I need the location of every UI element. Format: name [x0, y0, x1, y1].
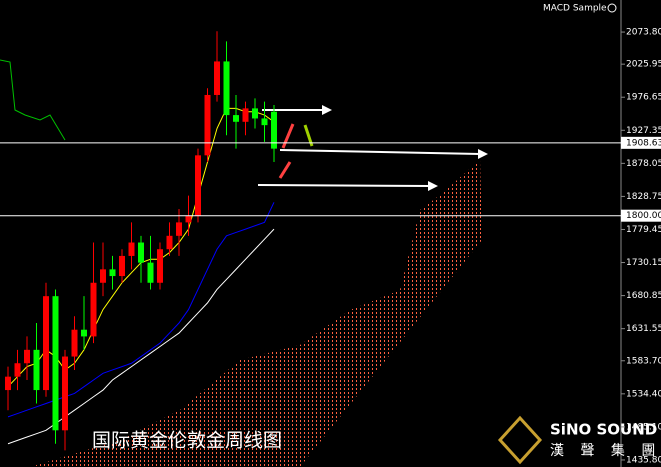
- cloud: [30, 160, 482, 467]
- candle-body: [71, 329, 78, 357]
- candle-body: [185, 215, 192, 223]
- candle-body: [195, 155, 201, 216]
- y-tick-label: 1534.40: [626, 389, 661, 399]
- y-tick-label: 1485.10: [626, 422, 661, 432]
- arrows: [257, 105, 488, 191]
- y-tick-label: 1680.85: [626, 291, 661, 301]
- y-tick-label: 1583.70: [626, 356, 661, 366]
- candle-body: [128, 242, 135, 256]
- y-tick-label: 1779.45: [626, 225, 661, 235]
- y-tick-label: 1927.35: [626, 126, 661, 136]
- ma-line: [7, 228, 275, 445]
- y-tick-label: 1435.80: [626, 455, 661, 465]
- candle-body: [176, 222, 182, 236]
- candle-body: [81, 329, 87, 337]
- candle-body: [138, 242, 144, 263]
- candle-body: [100, 269, 106, 283]
- candle-body: [43, 296, 49, 391]
- candle-body: [62, 356, 68, 431]
- y-tick-label: 2025.95: [626, 60, 661, 70]
- level-box: [621, 209, 661, 222]
- candle-body: [166, 235, 173, 250]
- logo-icon: [497, 415, 543, 465]
- chart-title: MACD Sample: [543, 4, 607, 14]
- level-label: 1908.63: [626, 138, 661, 148]
- y-tick-label: 1828.75: [626, 192, 661, 202]
- candle-body: [204, 94, 211, 156]
- candle-body: [90, 282, 97, 337]
- candle-body: [157, 249, 163, 283]
- indicator-line: [0, 59, 66, 141]
- candle-body: [119, 255, 125, 277]
- candle-body: [214, 61, 220, 95]
- caption: 国际黄金伦敦金周线图: [92, 430, 282, 452]
- candle-body: [223, 61, 230, 116]
- candle-body: [33, 349, 40, 391]
- level-label: 1800.00: [626, 211, 661, 221]
- brand-sub: 漢 聲 集 團: [550, 442, 661, 459]
- level-box: [621, 136, 661, 149]
- candle-body: [252, 108, 258, 119]
- y-tick-label: 2073.80: [626, 28, 661, 38]
- ma-line: [7, 202, 275, 418]
- y-tick-label: 1730.15: [626, 258, 661, 268]
- smiley: [607, 3, 617, 13]
- candle-body: [242, 108, 249, 122]
- candle-body: [271, 111, 277, 149]
- y-tick-label: 1878.05: [626, 159, 661, 169]
- candle-body: [14, 363, 21, 377]
- y-tick-label: 1976.65: [626, 93, 661, 103]
- candle-body: [109, 269, 116, 277]
- candle-body: [147, 262, 154, 283]
- candle-body: [52, 296, 59, 431]
- y-tick-label: 1631.55: [626, 324, 661, 334]
- brand: SiNO SOUND: [550, 421, 657, 439]
- candle-body: [24, 349, 30, 364]
- candle-body: [233, 115, 239, 122]
- candle-body: [261, 118, 268, 126]
- candle-body: [5, 376, 11, 391]
